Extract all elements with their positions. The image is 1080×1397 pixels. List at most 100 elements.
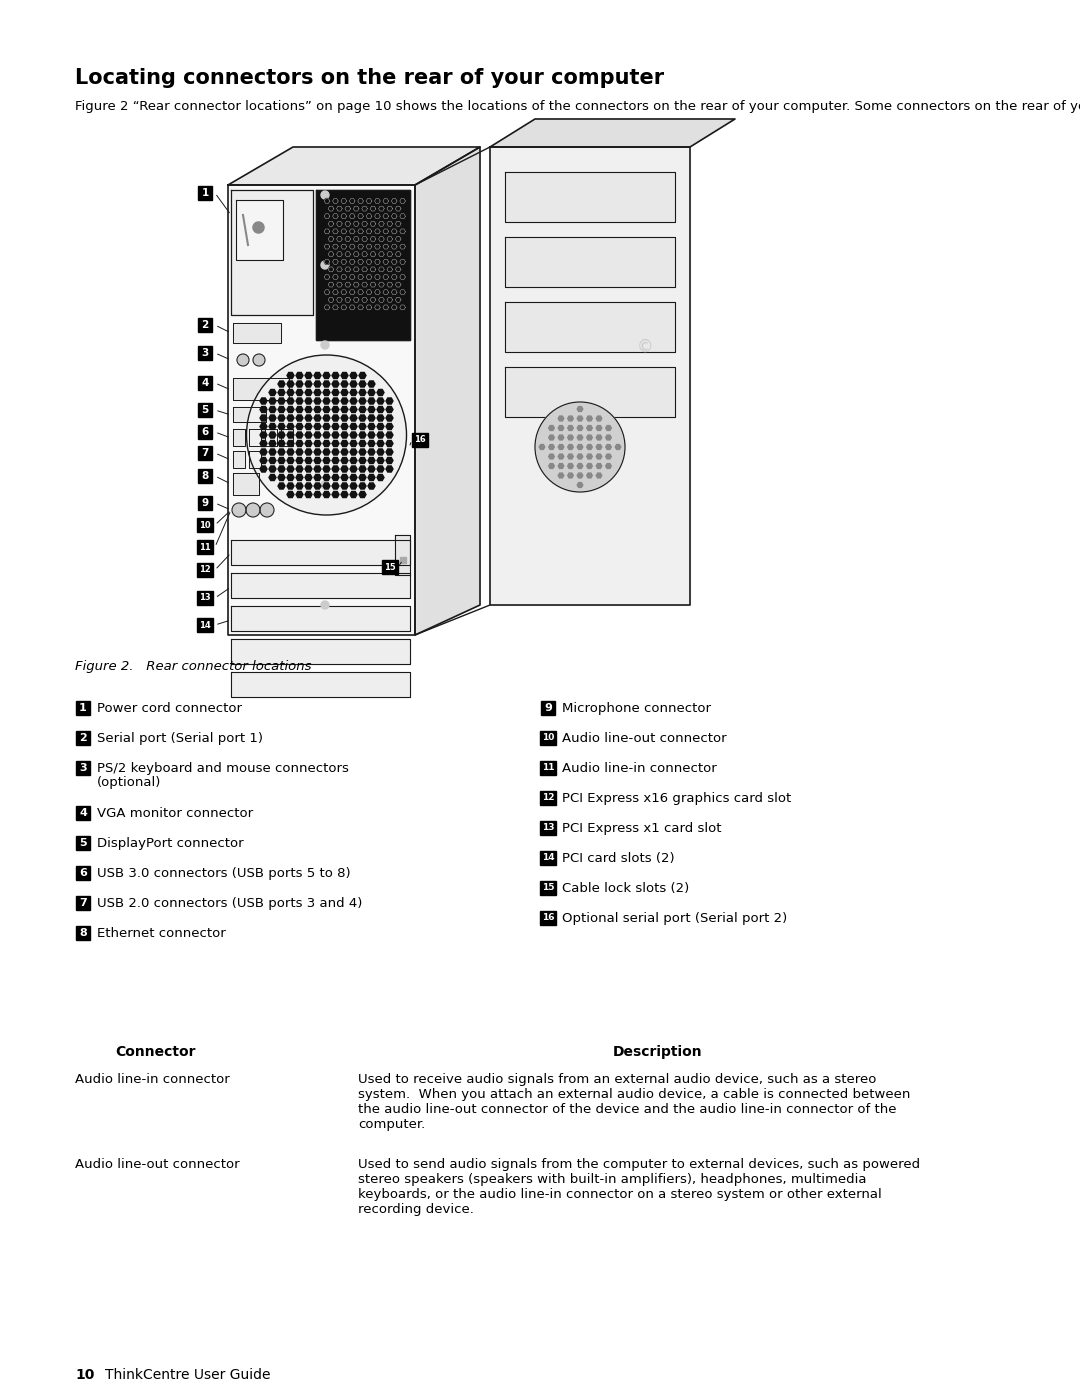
Polygon shape <box>269 467 276 472</box>
Polygon shape <box>505 367 675 416</box>
FancyBboxPatch shape <box>197 518 213 532</box>
Polygon shape <box>368 432 375 439</box>
Polygon shape <box>558 426 564 430</box>
Polygon shape <box>387 221 393 226</box>
Polygon shape <box>379 221 384 226</box>
Polygon shape <box>278 381 285 387</box>
Polygon shape <box>350 475 357 481</box>
Polygon shape <box>296 423 303 429</box>
Text: 9: 9 <box>202 497 208 509</box>
Polygon shape <box>357 275 363 279</box>
Text: Audio line-out connector: Audio line-out connector <box>75 1158 240 1171</box>
Polygon shape <box>237 200 283 260</box>
Polygon shape <box>350 260 355 264</box>
Polygon shape <box>558 444 564 450</box>
Text: 4: 4 <box>79 807 86 819</box>
Polygon shape <box>368 440 375 447</box>
FancyBboxPatch shape <box>198 376 212 390</box>
Polygon shape <box>278 475 285 481</box>
Polygon shape <box>269 475 276 481</box>
Polygon shape <box>350 415 357 420</box>
Polygon shape <box>296 373 303 379</box>
Polygon shape <box>269 432 276 439</box>
Polygon shape <box>228 184 415 636</box>
Polygon shape <box>353 267 359 272</box>
Polygon shape <box>539 444 544 450</box>
Polygon shape <box>287 448 294 455</box>
Polygon shape <box>370 207 376 211</box>
Text: 10: 10 <box>199 521 211 529</box>
Polygon shape <box>377 390 384 395</box>
Polygon shape <box>350 457 357 464</box>
Polygon shape <box>350 423 357 429</box>
Polygon shape <box>395 282 401 286</box>
Text: 6: 6 <box>201 427 208 437</box>
Polygon shape <box>269 415 276 420</box>
Polygon shape <box>558 474 564 478</box>
Polygon shape <box>505 172 675 222</box>
Circle shape <box>321 481 329 489</box>
Polygon shape <box>249 451 261 468</box>
Polygon shape <box>383 214 389 218</box>
Polygon shape <box>281 429 293 446</box>
Polygon shape <box>606 464 611 468</box>
Polygon shape <box>328 282 334 286</box>
Circle shape <box>535 402 625 492</box>
FancyBboxPatch shape <box>76 895 90 909</box>
Polygon shape <box>305 390 312 395</box>
Polygon shape <box>386 432 393 439</box>
Polygon shape <box>341 373 348 379</box>
Polygon shape <box>577 434 583 440</box>
Polygon shape <box>269 398 276 404</box>
FancyBboxPatch shape <box>540 731 556 745</box>
Polygon shape <box>314 381 321 387</box>
Polygon shape <box>395 267 401 272</box>
Polygon shape <box>337 251 342 257</box>
Polygon shape <box>395 298 401 302</box>
Circle shape <box>321 601 329 609</box>
Polygon shape <box>596 416 602 420</box>
Polygon shape <box>228 147 480 184</box>
Polygon shape <box>366 198 372 204</box>
Text: USB 2.0 connectors (USB ports 3 and 4): USB 2.0 connectors (USB ports 3 and 4) <box>97 897 363 909</box>
Text: 1: 1 <box>79 703 86 712</box>
Polygon shape <box>586 464 592 468</box>
Polygon shape <box>357 198 363 204</box>
Polygon shape <box>606 426 611 430</box>
Polygon shape <box>332 415 339 420</box>
Polygon shape <box>278 390 285 395</box>
Polygon shape <box>577 416 583 420</box>
Polygon shape <box>324 244 329 249</box>
Polygon shape <box>359 398 366 404</box>
Text: 7: 7 <box>201 448 208 458</box>
Polygon shape <box>314 457 321 464</box>
Polygon shape <box>577 407 583 412</box>
Polygon shape <box>345 298 351 302</box>
Polygon shape <box>366 275 372 279</box>
Polygon shape <box>558 464 564 468</box>
Polygon shape <box>341 381 348 387</box>
Text: system.  When you attach an external audio device, a cable is connected between: system. When you attach an external audi… <box>357 1088 910 1101</box>
Polygon shape <box>332 423 339 429</box>
Polygon shape <box>596 444 602 450</box>
Polygon shape <box>269 440 276 447</box>
FancyBboxPatch shape <box>541 701 555 715</box>
Polygon shape <box>278 483 285 489</box>
Polygon shape <box>353 282 359 286</box>
Polygon shape <box>366 305 372 310</box>
Polygon shape <box>231 672 410 697</box>
Polygon shape <box>359 415 366 420</box>
Polygon shape <box>278 467 285 472</box>
Polygon shape <box>568 454 573 460</box>
Polygon shape <box>577 482 583 488</box>
Polygon shape <box>323 492 330 497</box>
Polygon shape <box>323 457 330 464</box>
Polygon shape <box>549 426 554 430</box>
Polygon shape <box>341 260 347 264</box>
Polygon shape <box>231 573 410 598</box>
Polygon shape <box>314 423 321 429</box>
Polygon shape <box>269 448 276 455</box>
Polygon shape <box>324 214 329 218</box>
Polygon shape <box>350 440 357 447</box>
Polygon shape <box>323 398 330 404</box>
